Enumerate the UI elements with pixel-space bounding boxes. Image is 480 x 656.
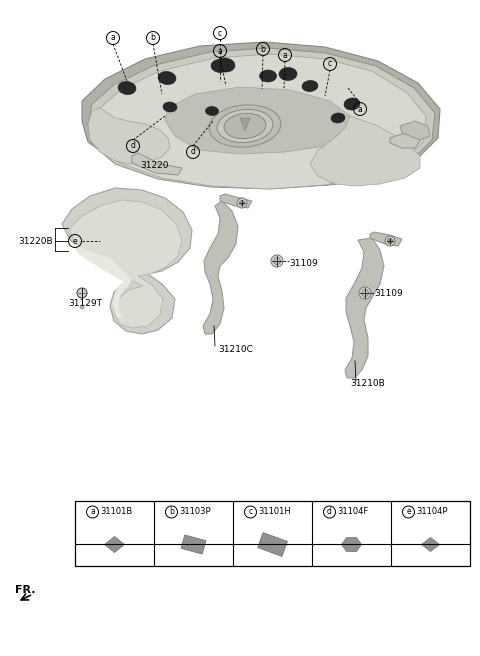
- Ellipse shape: [302, 81, 318, 92]
- Text: FR.: FR.: [15, 585, 36, 595]
- Text: d: d: [191, 148, 195, 157]
- Text: 31103P: 31103P: [180, 508, 211, 516]
- Ellipse shape: [158, 72, 176, 85]
- Circle shape: [385, 236, 395, 246]
- Ellipse shape: [118, 81, 136, 94]
- Ellipse shape: [205, 106, 218, 115]
- Circle shape: [80, 305, 84, 309]
- Text: d: d: [131, 142, 135, 150]
- Ellipse shape: [163, 102, 177, 112]
- Polygon shape: [400, 121, 430, 140]
- Circle shape: [361, 289, 369, 297]
- Polygon shape: [62, 188, 192, 334]
- Polygon shape: [310, 116, 420, 186]
- Text: e: e: [72, 237, 77, 245]
- Text: 31129T: 31129T: [68, 298, 102, 308]
- Polygon shape: [105, 537, 124, 552]
- Text: 31220B: 31220B: [18, 237, 53, 245]
- Ellipse shape: [279, 68, 297, 81]
- Text: 31109: 31109: [289, 258, 318, 268]
- Ellipse shape: [209, 105, 281, 147]
- Text: 31104P: 31104P: [417, 508, 448, 516]
- Circle shape: [359, 287, 371, 299]
- Circle shape: [271, 255, 283, 267]
- Text: 31101B: 31101B: [100, 508, 133, 516]
- Circle shape: [237, 198, 247, 208]
- Polygon shape: [82, 42, 440, 188]
- Polygon shape: [88, 108, 170, 164]
- Text: 31210C: 31210C: [218, 344, 253, 354]
- Polygon shape: [70, 200, 182, 328]
- Text: 31101H: 31101H: [259, 508, 291, 516]
- Ellipse shape: [215, 58, 235, 72]
- Polygon shape: [203, 201, 238, 334]
- Text: 31220: 31220: [141, 161, 169, 170]
- Text: 31109: 31109: [374, 289, 403, 298]
- Text: a: a: [90, 508, 95, 516]
- Polygon shape: [132, 153, 182, 175]
- Circle shape: [240, 201, 244, 205]
- Text: c: c: [328, 60, 332, 68]
- Text: b: b: [261, 45, 265, 54]
- Polygon shape: [390, 134, 420, 148]
- Text: c: c: [249, 508, 252, 516]
- Polygon shape: [341, 537, 361, 552]
- Polygon shape: [220, 194, 252, 208]
- Ellipse shape: [224, 113, 266, 138]
- Ellipse shape: [260, 70, 276, 82]
- Polygon shape: [97, 54, 426, 189]
- Polygon shape: [421, 537, 440, 552]
- Text: b: b: [169, 508, 174, 516]
- Polygon shape: [258, 533, 288, 556]
- Ellipse shape: [211, 60, 229, 73]
- Ellipse shape: [217, 110, 273, 142]
- Text: 31210B: 31210B: [350, 379, 385, 388]
- Text: a: a: [217, 47, 222, 56]
- Text: b: b: [151, 33, 156, 43]
- Polygon shape: [181, 535, 206, 554]
- Text: e: e: [406, 508, 411, 516]
- Text: a: a: [358, 104, 362, 113]
- Ellipse shape: [331, 113, 345, 123]
- Circle shape: [77, 288, 87, 298]
- Ellipse shape: [344, 98, 360, 110]
- Circle shape: [387, 239, 393, 243]
- Polygon shape: [72, 241, 132, 319]
- Circle shape: [274, 258, 280, 264]
- Polygon shape: [165, 87, 350, 154]
- Polygon shape: [240, 118, 250, 131]
- Polygon shape: [370, 232, 402, 246]
- Text: c: c: [218, 28, 222, 37]
- Text: a: a: [110, 33, 115, 43]
- Polygon shape: [88, 48, 435, 189]
- Text: 31104F: 31104F: [337, 508, 369, 516]
- Text: d: d: [327, 508, 332, 516]
- Polygon shape: [345, 238, 384, 378]
- Text: a: a: [283, 51, 288, 60]
- Bar: [75, 501, 470, 566]
